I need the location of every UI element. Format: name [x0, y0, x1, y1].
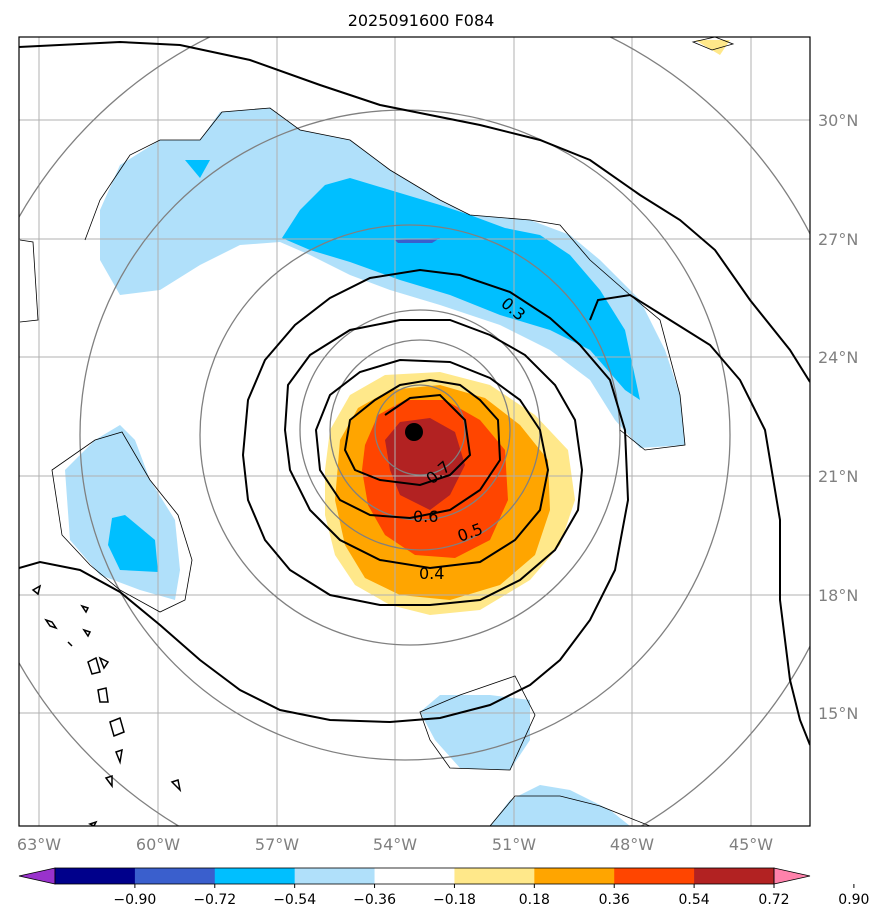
lat-label: 18°N [818, 586, 858, 605]
colorbar-segment [534, 868, 615, 884]
lon-label: 51°W [492, 835, 536, 854]
lon-label: 48°W [610, 835, 654, 854]
lon-label: 60°W [136, 835, 180, 854]
blue-shading [108, 160, 640, 572]
storm-center-marker [405, 423, 423, 441]
colorbar-segment [214, 868, 296, 884]
map-frame [18, 36, 811, 827]
graticule [19, 37, 810, 826]
colorbar-tick-label: 0.54 [679, 892, 710, 908]
colorbar-extend-max [773, 867, 811, 885]
bold-contours [19, 40, 810, 746]
colorbar-tick-label: −0.90 [113, 892, 156, 908]
coastline [31, 584, 182, 826]
colorbar-segment [374, 868, 455, 884]
colorbar-segment [614, 868, 695, 884]
colorbar-tick-label: 0.72 [758, 892, 789, 908]
map-area: 0.3 0.7 0.6 0.5 0.4 [19, 37, 810, 826]
colorbar-segment [454, 868, 535, 884]
colorbar-tick-label: 0.90 [838, 892, 869, 908]
colorbar-tick-label: −0.18 [433, 892, 476, 908]
lon-label: 57°W [255, 835, 299, 854]
lat-label: 27°N [818, 230, 858, 249]
colorbar-tick-label: 0.36 [599, 892, 630, 908]
colorbar-tick-label: −0.54 [273, 892, 316, 908]
lon-label: 45°W [729, 835, 773, 854]
lon-label: 54°W [373, 835, 417, 854]
colorbar-frame [54, 867, 775, 885]
colorbar-segment [694, 868, 775, 884]
lat-label: 15°N [818, 704, 858, 723]
contour-label-0-6: 0.6 [413, 507, 438, 526]
colorbar-tick-label: −0.72 [193, 892, 236, 908]
colorbar-tick-label: 0.18 [519, 892, 550, 908]
colorbar: −0.90 −0.72 −0.54 −0.36 −0.18 0.18 0.36 0.54 0.7… [18, 867, 869, 908]
lon-label: 63°W [17, 835, 61, 854]
colorbar-segment [134, 868, 216, 884]
lat-label: 30°N [818, 111, 858, 130]
contour-label-0-4: 0.4 [419, 564, 444, 583]
longitude-labels: 63°W 60°W 57°W 54°W 51°W 48°W 45°W [17, 835, 773, 854]
colorbar-extend-min [18, 867, 56, 885]
map-title: 2025091600 F084 [348, 11, 495, 30]
colorbar-segment [294, 868, 376, 884]
colorbar-tick-label: −0.36 [353, 892, 396, 908]
thin-contours [19, 37, 735, 826]
lat-label: 21°N [818, 467, 858, 486]
latitude-labels: 30°N 27°N 24°N 21°N 18°N 15°N [818, 111, 858, 723]
lat-label: 24°N [818, 348, 858, 367]
colorbar-segment [55, 868, 136, 884]
